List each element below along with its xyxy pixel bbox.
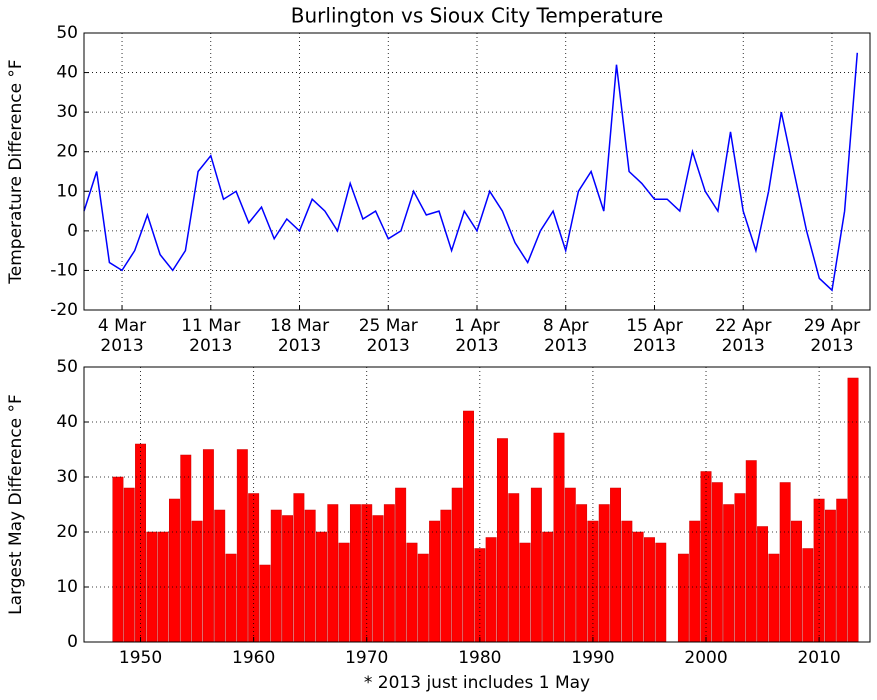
x-tick-label: 15 Apr 2013: [626, 316, 683, 356]
bar: [123, 487, 135, 643]
x-tick-label: 2010: [797, 648, 840, 668]
bar: [847, 377, 859, 643]
y-axis-label: Temperature Difference °F: [6, 59, 26, 284]
y-tick-label: 30: [56, 102, 78, 122]
y-tick-label: 50: [56, 23, 78, 43]
x-tick-label: 1950: [119, 648, 162, 668]
bar: [395, 487, 407, 643]
bar: [508, 493, 520, 643]
bar: [463, 410, 474, 643]
bar: [327, 504, 339, 643]
bar: [429, 520, 441, 643]
x-tick-label: 18 Mar 2013: [269, 316, 330, 356]
bar: [383, 504, 395, 643]
bar: [191, 520, 203, 643]
x-tick-label: 1970: [345, 648, 388, 668]
y-tick-label: 0: [67, 632, 78, 652]
bar: [700, 471, 712, 643]
axes-frame: [83, 366, 871, 643]
bar: [779, 482, 791, 643]
bar: [576, 504, 588, 643]
bar: [496, 438, 508, 643]
x-tick-label: 1980: [458, 648, 501, 668]
y-tick-label: 40: [56, 412, 78, 432]
bar: [711, 482, 723, 643]
bar: [655, 542, 667, 643]
bar: [214, 509, 226, 643]
y-tick-label: -20: [50, 300, 78, 320]
bar: [169, 498, 180, 643]
bar: [768, 553, 780, 643]
y-axis-label: Largest May Difference °F: [6, 394, 26, 615]
x-tick-label: 1 Apr 2013: [454, 316, 500, 356]
y-tick-label: 10: [56, 577, 78, 597]
x-tick-label: 1960: [232, 648, 275, 668]
bar: [270, 509, 282, 643]
x-tick-label: 4 Mar 2013: [97, 316, 147, 356]
y-tick-label: 0: [67, 221, 78, 241]
bar: [236, 449, 248, 643]
bar: [451, 487, 463, 643]
bar: [734, 493, 746, 643]
bar: [723, 504, 735, 643]
bar: [417, 553, 429, 643]
bar: [757, 526, 769, 643]
bar: [836, 498, 848, 643]
y-tick-label: -10: [50, 260, 78, 280]
bar: [316, 531, 327, 643]
y-tick-label: 10: [56, 181, 78, 201]
bar: [282, 515, 294, 643]
bar: [621, 520, 633, 643]
bar: [293, 493, 305, 643]
x-tick-label: 22 Apr 2013: [714, 316, 772, 356]
bar: [598, 504, 610, 643]
bar: [406, 542, 418, 643]
bar: [180, 454, 192, 643]
bar: [644, 537, 655, 643]
y-tick-label: 40: [56, 63, 78, 83]
x-tick-label: 1990: [571, 648, 614, 668]
x-axis-label: * 2013 just includes 1 May: [364, 673, 590, 693]
x-tick-label: 2000: [684, 648, 727, 668]
bar: [225, 553, 237, 643]
bar: [349, 504, 361, 643]
bar: [632, 531, 644, 643]
bar: [677, 553, 689, 643]
bar: [791, 520, 802, 643]
y-tick-label: 50: [56, 357, 78, 377]
bar: [485, 537, 497, 643]
bar: [202, 449, 214, 643]
chart-title: Burlington vs Sioux City Temperature: [291, 4, 663, 28]
bar: [338, 542, 350, 643]
bar: [157, 531, 169, 643]
axes-frame: [83, 32, 871, 311]
y-tick-label: 30: [56, 467, 78, 487]
bar: [530, 487, 542, 643]
y-tick-label: 20: [56, 142, 78, 162]
bar: [519, 542, 531, 643]
bar: [112, 476, 124, 643]
bar: [372, 515, 384, 643]
bar: [259, 564, 271, 643]
bar: [802, 548, 814, 643]
bar: [553, 432, 565, 643]
x-tick-label: 25 Mar 2013: [358, 316, 418, 356]
bar: [813, 498, 825, 643]
bar: [361, 504, 373, 643]
bar: [304, 509, 316, 643]
line: [83, 52, 859, 292]
bar: [745, 460, 757, 643]
x-tick-label: 29 Apr 2013: [803, 316, 861, 356]
x-tick-label: 8 Apr 2013: [542, 316, 589, 356]
bar: [689, 520, 701, 643]
bar: [564, 487, 576, 643]
bar: [440, 509, 452, 643]
bar: [610, 487, 621, 643]
bar: [824, 509, 836, 643]
x-tick-label: 11 Mar 2013: [181, 316, 241, 356]
y-tick-label: 20: [56, 522, 78, 542]
